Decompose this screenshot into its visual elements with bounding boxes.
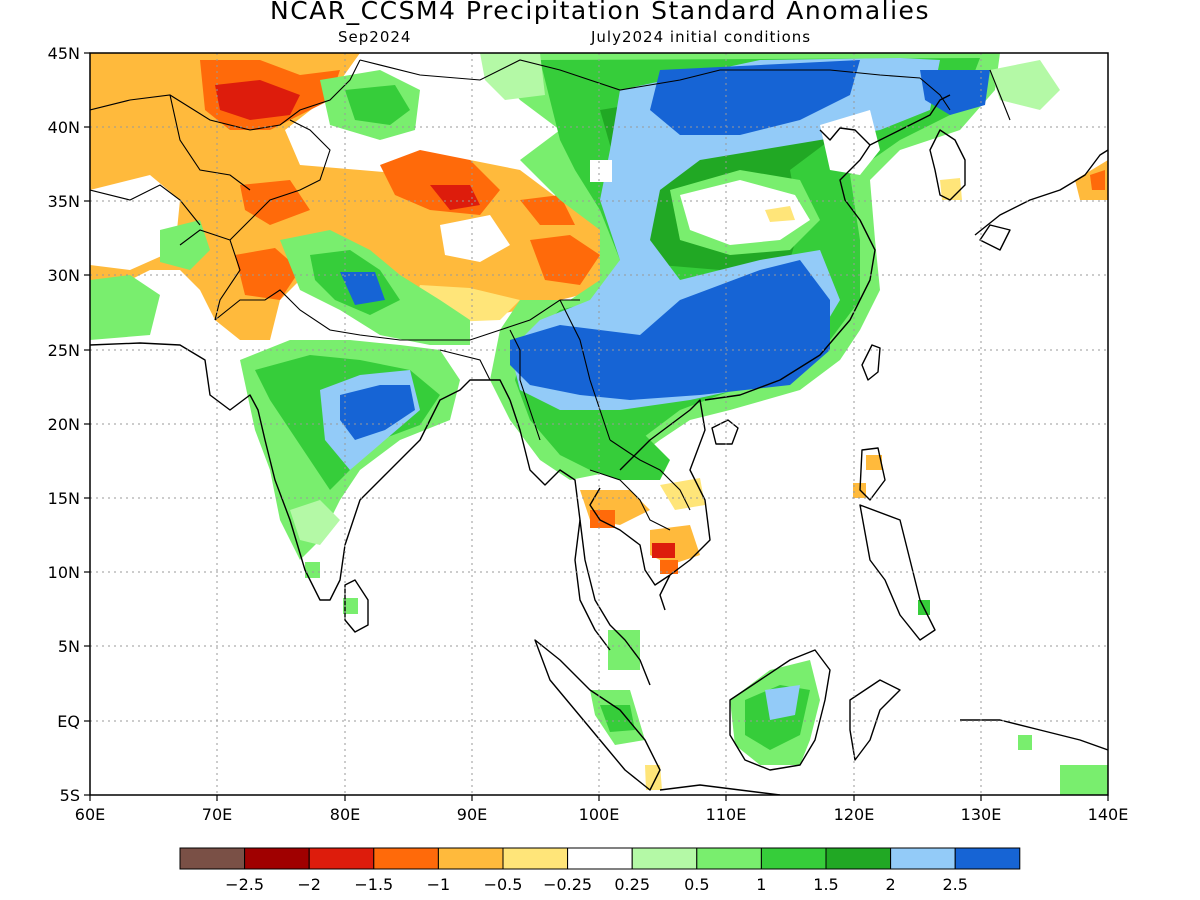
lon-label: 60E [75,805,105,824]
lat-label: 25N [48,341,80,360]
colorbar-label: −1.5 [354,875,393,894]
lon-label: 100E [579,805,620,824]
colorbar-swatch [179,847,246,870]
colorbar-swatch [244,847,310,870]
colorbar-swatch [696,847,762,870]
colorbar: −2.5 −2 −1.5 −1 −0.5 −0.25 0.25 0.5 1 1.5 2 2.5 [179,847,1021,894]
lon-label: 90E [457,805,487,824]
lat-label: 10N [48,563,80,582]
lat-label: 35N [48,192,80,211]
colorbar-label: 0.5 [684,875,709,894]
colorbar-label: 1 [756,875,766,894]
lat-label: 45N [48,44,80,63]
longitude-labels: 60E 70E 80E 90E 100E 110E 120E 130E 140E [75,805,1129,824]
colorbar-swatch [437,847,504,870]
lat-label: 15N [48,489,80,508]
dry-anomaly-central-asia [90,53,600,340]
colorbar-swatch [502,847,569,870]
colorbar-swatch [631,847,698,870]
lon-label: 110E [706,805,747,824]
colorbar-label: −2.5 [225,875,264,894]
colorbar-swatch [760,847,827,870]
wet-anomaly-india [240,340,460,614]
lon-label: 130E [961,805,1002,824]
colorbar-label: −2 [297,875,321,894]
lon-label: 70E [202,805,232,824]
colorbar-label: −0.25 [543,875,592,894]
graticule [90,53,1108,795]
lon-label: 120E [834,805,875,824]
wet-anomaly-east-asia [480,53,1060,480]
colorbar-label: −1 [427,875,451,894]
axis-ticks [84,52,1109,801]
wet-anomaly-himalaya [90,70,470,345]
coastlines [90,94,1108,795]
lat-label: 20N [48,415,80,434]
colorbar-swatch [890,847,956,870]
lat-label: EQ [57,712,80,731]
colorbar-label: 0.25 [614,875,650,894]
lon-label: 140E [1088,805,1129,824]
lat-label: 40N [48,118,80,137]
lat-label: 5N [58,637,80,656]
colorbar-label: 2.5 [942,875,967,894]
maritime-anomalies [590,600,1108,795]
colorbar-label: 2 [886,875,896,894]
indochina-anomalies [540,410,882,574]
colorbar-swatch [567,847,633,870]
country-borders [90,59,1011,531]
forecast-month: Sep2024 [338,28,412,46]
colorbar-label: −0.5 [484,875,523,894]
anomaly-field [90,53,1108,795]
lat-label: 5S [60,786,80,805]
initial-conditions: July2024 initial conditions [591,28,812,46]
colorbar-swatch [825,847,892,870]
lat-label: 30N [48,266,80,285]
colorbar-swatch [308,847,375,870]
map-title: NCAR_CCSM4 Precipitation Standard Anomal… [270,0,930,25]
latitude-labels: 45N 40N 35N 30N 25N 20N 15N 10N 5N EQ 5S [48,44,80,805]
lon-label: 80E [330,805,360,824]
colorbar-swatch [373,847,439,870]
japan-anomalies [940,160,1108,200]
colorbar-label: 1.5 [813,875,838,894]
colorbar-swatch [954,847,1021,870]
